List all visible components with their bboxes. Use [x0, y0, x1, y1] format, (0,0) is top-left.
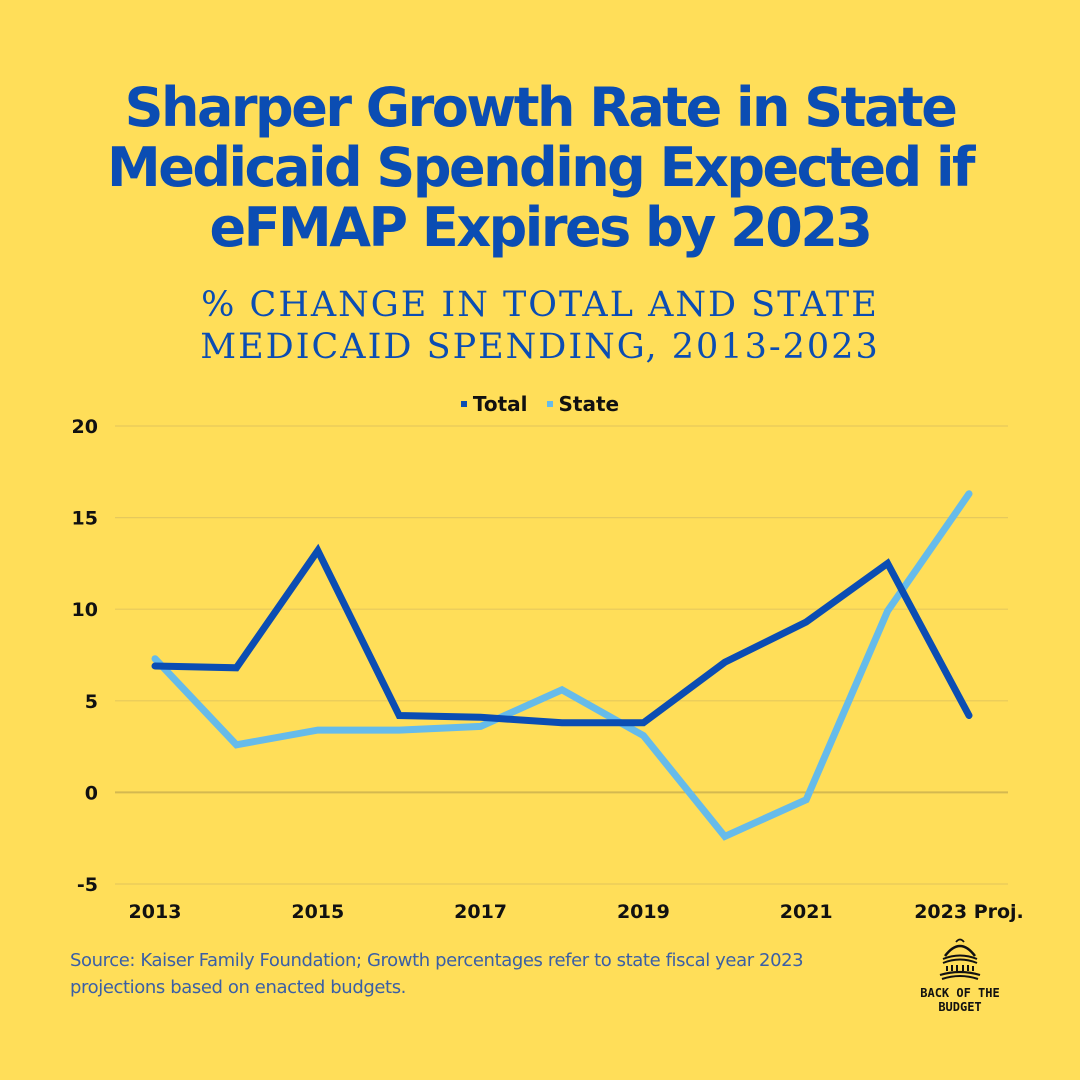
y-tick-label: -5 [77, 874, 98, 896]
back-of-the-budget-logo: BACK OF THE BUDGET [918, 936, 1002, 1014]
legend-swatch-state [546, 401, 553, 407]
series-lines [151, 490, 973, 841]
series-line-state [151, 490, 973, 841]
x-tick-label: 2017 [454, 901, 507, 923]
y-tick-label: 10 [72, 599, 98, 621]
legend-item-state: State [546, 392, 620, 416]
x-tick-label: 2019 [617, 901, 670, 923]
y-tick-label: 15 [72, 508, 98, 530]
legend-item-total: Total [460, 392, 528, 416]
y-axis-ticks: -5 0 5 10 15 20 [72, 416, 98, 896]
y-tick-label: 20 [72, 416, 98, 438]
x-tick-label: 2013 [129, 901, 182, 923]
chart-subtitle: % CHANGE IN TOTAL AND STATE MEDICAID SPE… [0, 284, 1080, 368]
x-tick-label: 2021 [780, 901, 833, 923]
gridlines [115, 425, 1008, 885]
source-note: Source: Kaiser Family Foundation; Growth… [70, 950, 804, 998]
x-tick-label: 2023 Proj. [914, 901, 1024, 923]
x-tick-label: 2015 [291, 901, 344, 923]
subtitle-line-2: MEDICAID SPENDING, 2013-2023 [200, 327, 880, 367]
y-tick-label: 5 [85, 691, 98, 713]
subtitle-line-1: % CHANGE IN TOTAL AND STATE [201, 285, 879, 325]
x-axis-ticks: 2013 2015 2017 2019 2021 2023 Proj. [129, 901, 1024, 923]
logo-text-line-1: BACK OF THE [920, 986, 1000, 1000]
legend-label-total: Total [472, 392, 528, 416]
legend: Total State [0, 388, 1080, 416]
title-line-2: Medicaid Spending Expected if [106, 136, 976, 199]
capitol-dome-icon [939, 938, 981, 980]
logo-text-line-2: BUDGET [938, 1000, 982, 1014]
title-line-1: Sharper Growth Rate in State [124, 76, 958, 139]
legend-swatch-total [460, 401, 467, 407]
legend-label-state: State [558, 392, 620, 416]
y-tick-label: 0 [85, 782, 98, 804]
title-line-3: eFMAP Expires by 2023 [209, 196, 873, 259]
chart-title: Sharper Growth Rate in State Medicaid Sp… [0, 78, 1080, 258]
